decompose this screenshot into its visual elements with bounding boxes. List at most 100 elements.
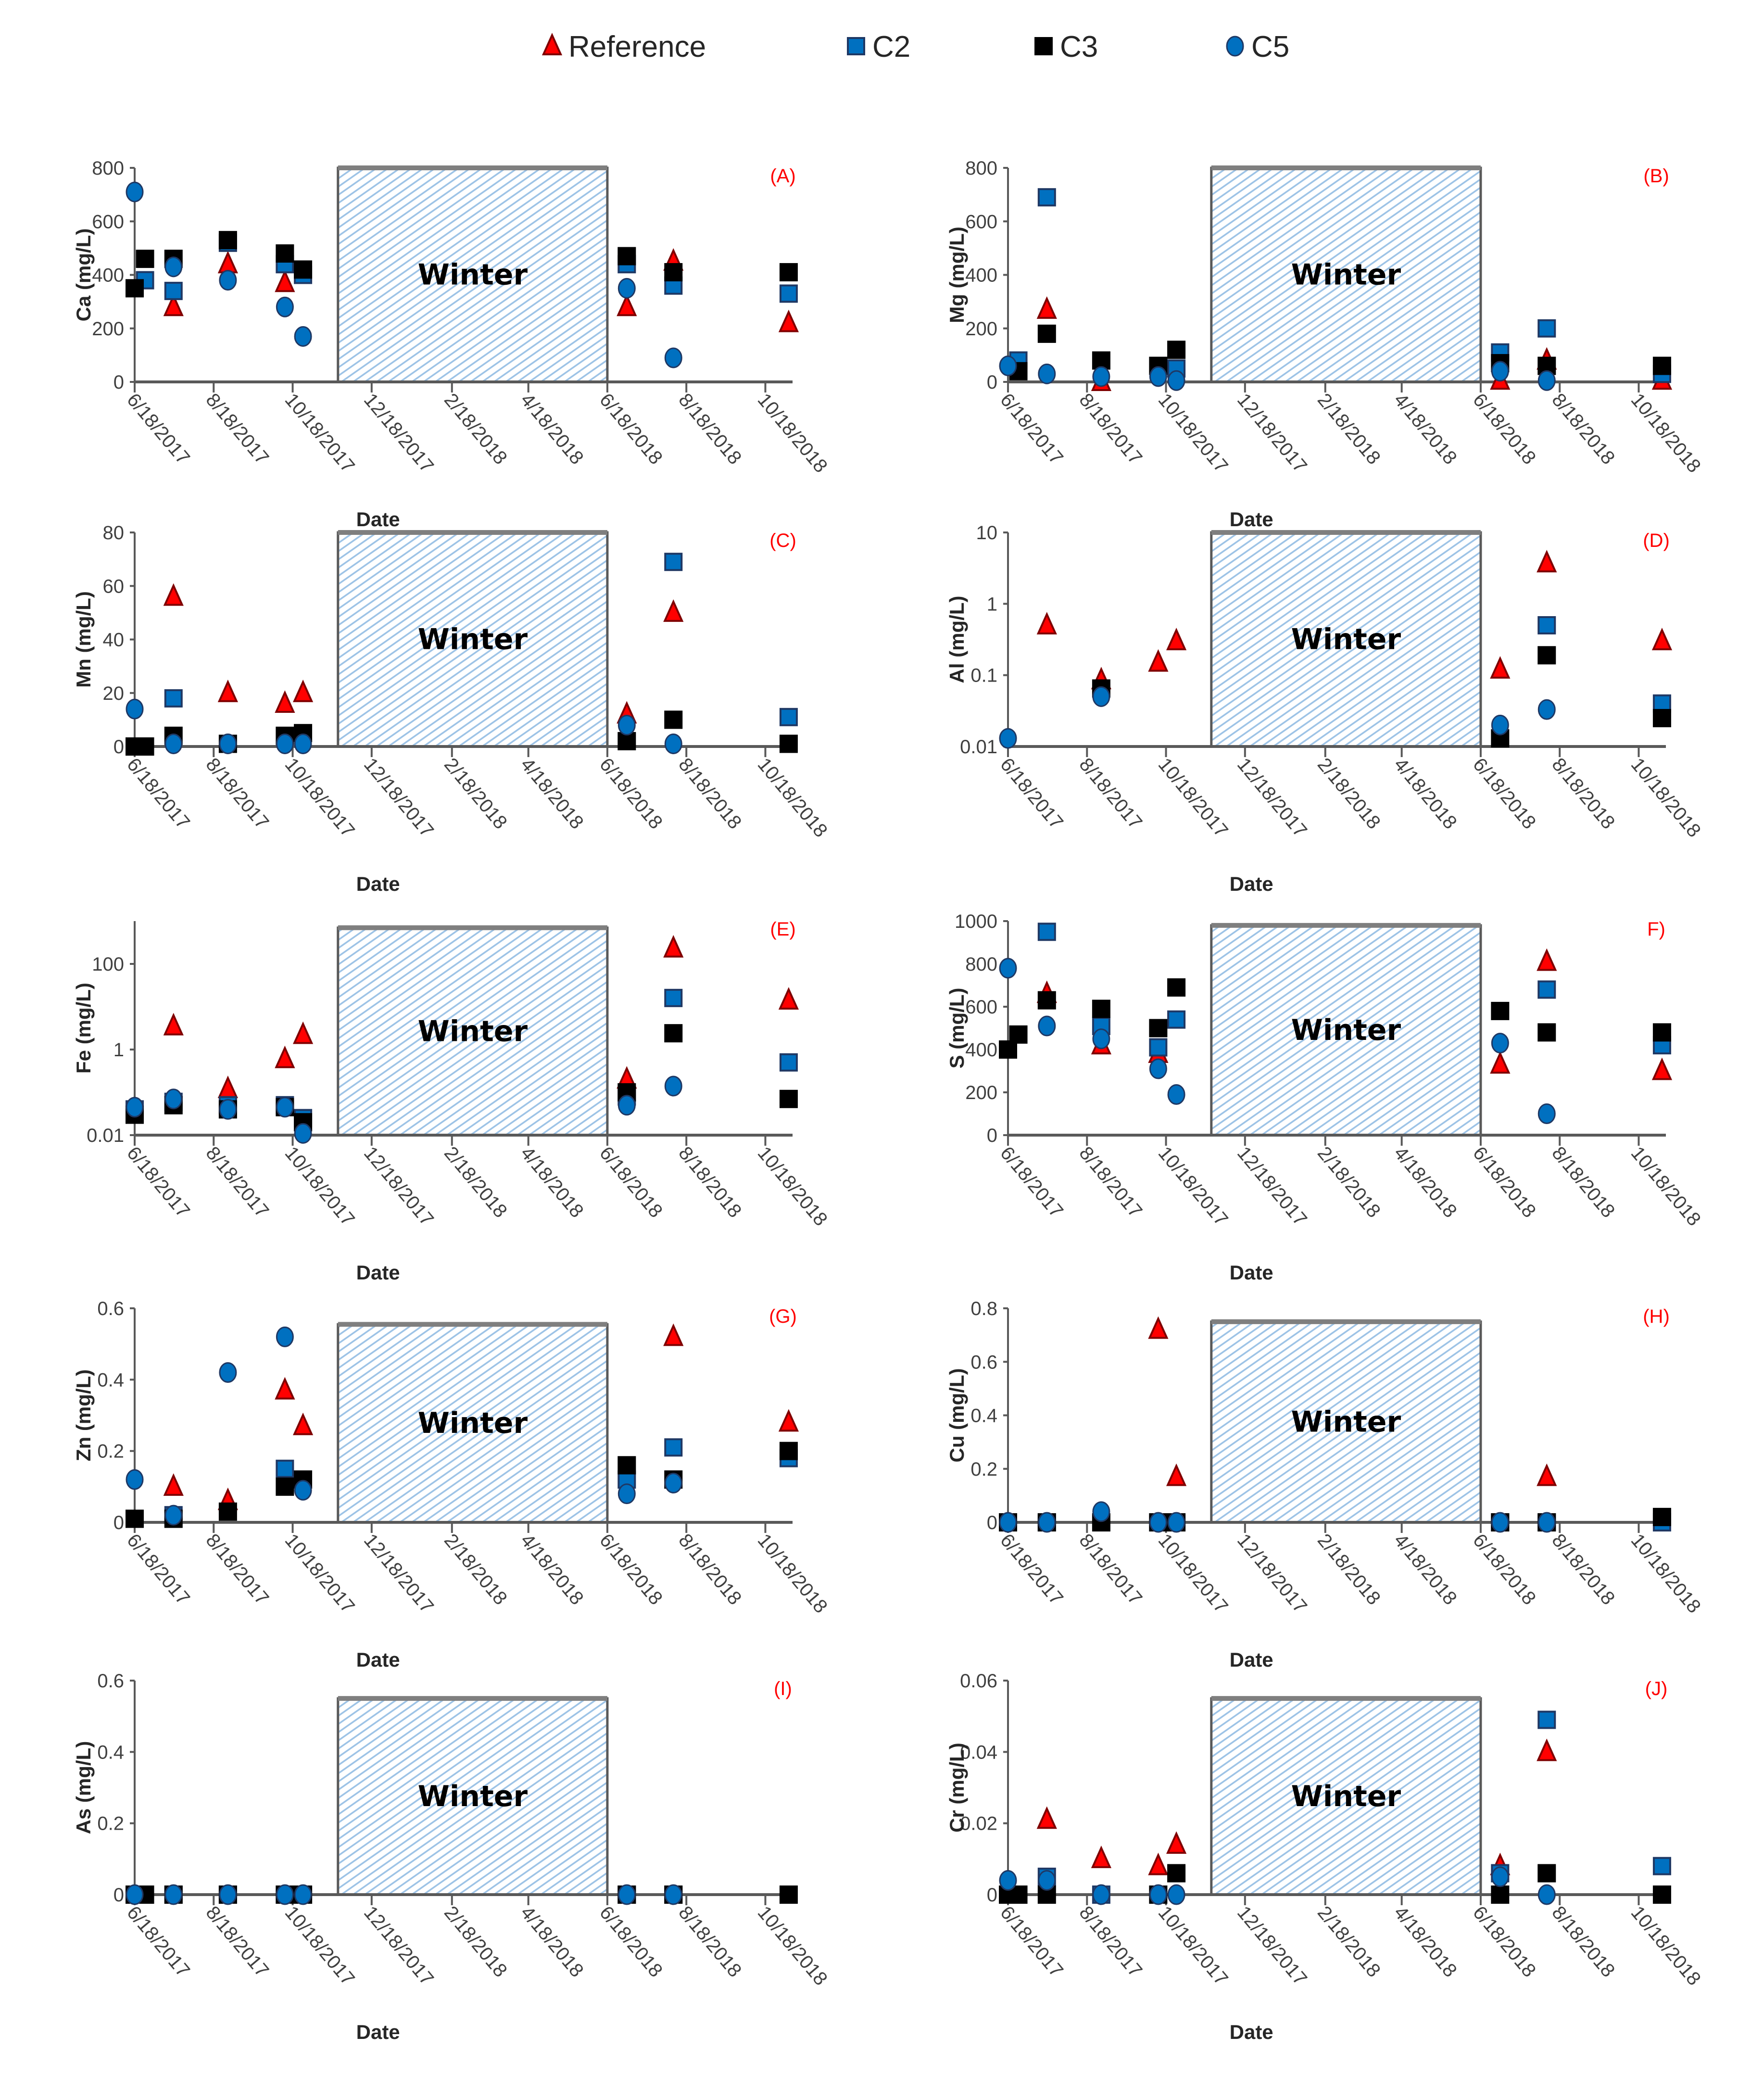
panel-label: (D) [1643, 530, 1670, 551]
x-tick-label: 8/18/2017 [1075, 1143, 1146, 1222]
legend-svg: Reference C2 C3 C5 [542, 30, 1289, 63]
y-tick-label: 10 [976, 522, 998, 544]
y-tick-label: 1 [113, 1039, 124, 1061]
data-point-c5 [276, 1884, 294, 1905]
panel-label: (H) [1643, 1306, 1670, 1327]
winter-period-box [1210, 531, 1482, 748]
data-point-c5 [1092, 686, 1110, 707]
panel-e: Winter 0.01 1 100 6/18/2017 8/18/2017 10/18/20… [63, 902, 890, 1316]
x-tick-label: 2/18/2018 [440, 1902, 511, 1982]
data-point-c3 [294, 260, 313, 279]
legend-item-reference: Reference [542, 30, 706, 63]
y-axis-title: Ca (mg/L) [72, 228, 95, 322]
series-c3 [126, 231, 798, 298]
y-tick-label: 1000 [955, 911, 997, 932]
legend-item-c5: C5 [1226, 30, 1289, 63]
data-point-c2 [276, 1459, 294, 1478]
data-point-reference [1490, 656, 1511, 679]
x-axis-title: Date [1230, 1261, 1273, 1284]
data-point-c5 [617, 715, 636, 735]
x-tick-label: 10/18/2018 [754, 1902, 832, 1990]
x-tick-label: 4/18/2018 [517, 754, 588, 834]
data-point-c5 [164, 733, 183, 754]
x-tick-label: 4/18/2018 [517, 1530, 588, 1609]
data-point-c3 [218, 1502, 237, 1521]
panel-label: (G) [769, 1306, 797, 1327]
y-tick-label: 100 [92, 954, 124, 975]
data-point-c3 [779, 734, 798, 753]
data-point-c5 [276, 1326, 294, 1347]
winter-period-box [337, 926, 609, 1137]
data-point-c5 [276, 296, 294, 317]
x-tick-label: 4/18/2018 [517, 1143, 588, 1222]
data-point-c5 [1092, 1501, 1110, 1522]
data-point-reference [778, 1409, 799, 1432]
x-tick-label: 6/18/2017 [123, 1143, 194, 1222]
data-point-c5 [294, 1123, 312, 1144]
data-point-c5 [1149, 1884, 1167, 1905]
x-axis-title: Date [356, 2021, 400, 2043]
data-point-c3 [664, 710, 683, 729]
y-axis-title: Mn (mg/L) [72, 591, 95, 688]
series-c5 [999, 1501, 1556, 1533]
y-tick-label: 0 [113, 1885, 124, 1906]
panel-b: Winter 0 200 400 600 800 6/18/2017 8/18/2017 10/… [936, 149, 1763, 562]
data-point-reference [1537, 1738, 1557, 1761]
winter-label: Winter [418, 1014, 528, 1048]
x-tick-label: 8/18/2017 [202, 390, 273, 469]
x-tick-label: 10/18/2018 [1627, 1143, 1705, 1230]
legend-item-c2: C2 [847, 30, 910, 63]
data-point-c5 [1537, 699, 1556, 720]
x-tick-label: 8/18/2018 [674, 1143, 745, 1222]
data-point-c3 [779, 1089, 798, 1108]
y-tick-label: 0 [987, 372, 997, 393]
data-point-c2 [164, 689, 183, 708]
y-tick-label: 0.8 [970, 1298, 997, 1319]
x-tick-label: 8/18/2018 [1548, 1902, 1619, 1982]
data-point-c5 [294, 1480, 312, 1501]
data-point-c3 [664, 263, 683, 281]
winter-label: Winter [1291, 1013, 1401, 1047]
data-point-c3 [1149, 1019, 1168, 1038]
data-point-c5 [219, 1884, 237, 1905]
data-point-c3 [1037, 991, 1056, 1010]
y-tick-label: 800 [965, 158, 997, 179]
winter-period-box [1210, 924, 1482, 1137]
data-point-c3 [617, 1456, 636, 1475]
y-tick-label: 0 [113, 372, 124, 393]
data-point-c5 [1491, 714, 1509, 735]
x-axis-title: Date [1230, 2021, 1273, 2043]
y-tick-label: 0.4 [970, 1405, 997, 1427]
data-point-c5 [1149, 366, 1167, 387]
data-point-reference [1537, 550, 1557, 573]
x-tick-label: 10/18/2017 [281, 1530, 359, 1618]
x-tick-label: 12/18/2017 [360, 1530, 438, 1618]
data-point-reference [217, 679, 238, 702]
data-point-c3 [1167, 978, 1186, 997]
x-tick-label: 6/18/2018 [595, 1530, 667, 1609]
data-point-c2 [1037, 188, 1056, 207]
data-point-c2 [1537, 1710, 1556, 1729]
x-tick-label: 10/18/2017 [281, 1902, 359, 1990]
data-point-c5 [126, 1469, 144, 1490]
x-tick-label: 6/18/2018 [1469, 1902, 1540, 1982]
data-point-c5 [1491, 1512, 1509, 1533]
x-tick-label: 10/18/2017 [1154, 754, 1232, 842]
x-tick-label: 10/18/2017 [1154, 1902, 1232, 1990]
series-reference [163, 935, 799, 1098]
data-point-reference [163, 583, 184, 606]
x-tick-label: 10/18/2017 [1154, 390, 1232, 477]
data-point-c2 [779, 1053, 798, 1072]
data-point-c3 [136, 250, 154, 268]
data-point-reference [292, 679, 314, 702]
data-point-c2 [1149, 1038, 1168, 1057]
x-tick-label: 2/18/2018 [440, 390, 511, 469]
data-point-c5 [294, 733, 312, 754]
data-point-c3 [136, 737, 154, 756]
y-tick-label: 600 [92, 211, 124, 232]
data-point-c3 [1491, 1001, 1510, 1020]
x-tick-label: 4/18/2018 [517, 390, 588, 469]
